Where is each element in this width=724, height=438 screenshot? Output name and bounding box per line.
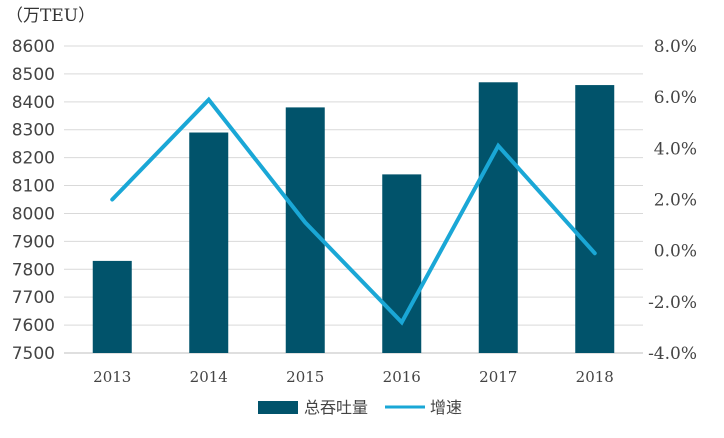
- bar: [478, 82, 518, 354]
- x-tick-label: 2013: [93, 368, 131, 386]
- left-tick-label: 7600: [12, 316, 55, 336]
- right-tick-label: 6.0%: [654, 88, 697, 108]
- left-tick-label: 7800: [12, 260, 55, 280]
- bar: [92, 260, 132, 353]
- left-tick-label: 8000: [12, 204, 55, 224]
- bar: [382, 174, 422, 353]
- left-tick-label: 8100: [12, 177, 55, 197]
- left-tick-label: 8500: [12, 65, 55, 85]
- right-tick-label: -2.0%: [648, 293, 697, 313]
- bar: [575, 85, 615, 353]
- left-tick-label: 7700: [12, 288, 55, 308]
- left-tick-label: 8600: [12, 37, 55, 57]
- x-axis-ticks: 2013 2014 2015 2016 2017 2018: [93, 368, 614, 386]
- line-series: [110, 96, 597, 326]
- legend-bar-label: 总吞吐量: [304, 398, 368, 417]
- left-tick-label: 7900: [12, 232, 55, 252]
- x-tick-label: 2014: [190, 368, 228, 386]
- right-tick-label: 4.0%: [654, 139, 697, 159]
- right-axis-ticks: -4.0% -2.0% 0.0% 2.0% 4.0% 6.0% 8.0%: [648, 37, 697, 364]
- bar: [285, 107, 325, 354]
- left-axis-ticks: 7500 7600 7700 7800 7900 8000 8100 8200 8300 8400…: [12, 37, 55, 364]
- right-tick-label: 8.0%: [654, 37, 697, 57]
- bar: [189, 132, 229, 353]
- legend: 总吞吐量 增速: [258, 398, 462, 417]
- left-tick-label: 7500: [12, 344, 55, 364]
- x-tick-label: 2016: [383, 368, 421, 386]
- left-tick-label: 8300: [12, 121, 55, 141]
- x-tick-label: 2017: [479, 368, 517, 386]
- legend-line-label: 增速: [430, 398, 462, 417]
- left-tick-label: 8400: [12, 93, 55, 113]
- legend-bar-swatch: [258, 401, 298, 414]
- x-tick-label: 2018: [576, 368, 614, 386]
- right-tick-label: -4.0%: [648, 344, 697, 364]
- growth-line: [110, 96, 597, 326]
- gridlines: [64, 45, 643, 354]
- right-tick-label: 2.0%: [654, 191, 697, 211]
- x-tick-label: 2015: [286, 368, 324, 386]
- left-axis-unit-label: （万TEU）: [6, 6, 95, 26]
- right-tick-label: 0.0%: [654, 242, 697, 262]
- bar-series: [92, 82, 615, 354]
- left-tick-label: 8200: [12, 149, 55, 169]
